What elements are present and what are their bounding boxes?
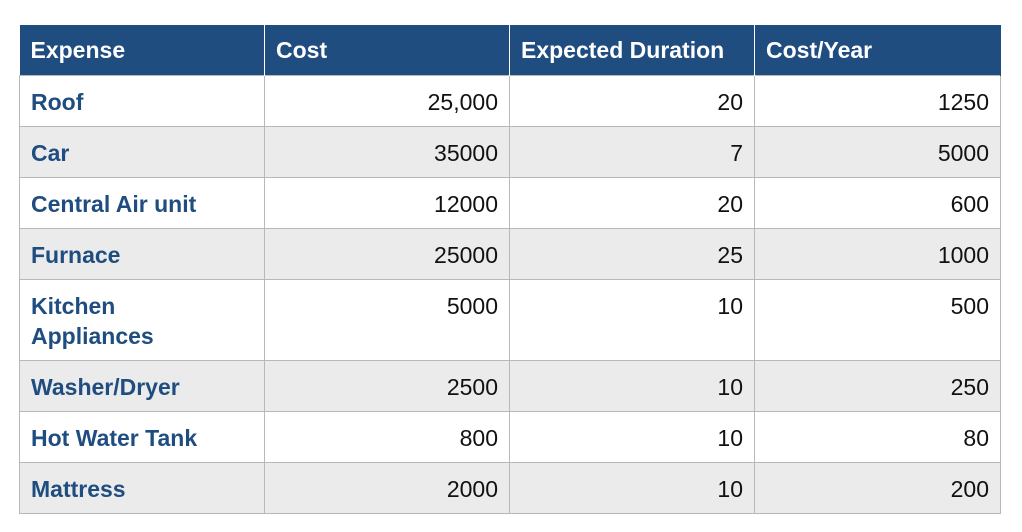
header-expected-duration: Expected Duration <box>509 25 755 76</box>
cost-cell: 35000 <box>264 126 510 178</box>
table-row: Kitchen Appliances 5000 10 500 <box>19 279 1001 361</box>
cost-cell: 2000 <box>264 462 510 514</box>
table-row: Furnace 25000 25 1000 <box>19 228 1001 280</box>
expense-cell: Car <box>19 126 265 178</box>
header-cost-per-year: Cost/Year <box>754 25 1001 76</box>
cost-per-year-cell: 600 <box>754 177 1001 229</box>
cost-per-year-cell: 80 <box>754 411 1001 463</box>
header-cost: Cost <box>264 25 510 76</box>
cost-per-year-cell: 1250 <box>754 75 1001 127</box>
cost-cell: 5000 <box>264 279 510 361</box>
table-row: Mattress 2000 10 200 <box>19 462 1001 514</box>
cost-cell: 800 <box>264 411 510 463</box>
expense-cell: Central Air unit <box>19 177 265 229</box>
expense-cell: Furnace <box>19 228 265 280</box>
expense-cell: Roof <box>19 75 265 127</box>
table-row: Hot Water Tank 800 10 80 <box>19 411 1001 463</box>
table-row: Car 35000 7 5000 <box>19 126 1001 178</box>
cost-cell: 2500 <box>264 360 510 412</box>
cost-cell: 25,000 <box>264 75 510 127</box>
cost-per-year-cell: 5000 <box>754 126 1001 178</box>
expense-cell: Washer/Dryer <box>19 360 265 412</box>
cost-per-year-cell: 500 <box>754 279 1001 361</box>
cost-per-year-cell: 200 <box>754 462 1001 514</box>
duration-cell: 20 <box>509 177 755 229</box>
expense-cell: Mattress <box>19 462 265 514</box>
cost-per-year-cell: 1000 <box>754 228 1001 280</box>
duration-cell: 10 <box>509 462 755 514</box>
table-row: Washer/Dryer 2500 10 250 <box>19 360 1001 412</box>
duration-cell: 7 <box>509 126 755 178</box>
cost-cell: 25000 <box>264 228 510 280</box>
table-row: Central Air unit 12000 20 600 <box>19 177 1001 229</box>
duration-cell: 10 <box>509 360 755 412</box>
cost-per-year-cell: 250 <box>754 360 1001 412</box>
expense-table: Expense Cost Expected Duration Cost/Year… <box>19 25 1001 514</box>
table-header-row: Expense Cost Expected Duration Cost/Year <box>19 25 1001 76</box>
duration-cell: 10 <box>509 279 755 361</box>
expense-cell: Kitchen Appliances <box>19 279 265 361</box>
expense-cell: Hot Water Tank <box>19 411 265 463</box>
cost-cell: 12000 <box>264 177 510 229</box>
duration-cell: 10 <box>509 411 755 463</box>
header-expense: Expense <box>19 25 265 76</box>
expense-table-container: Expense Cost Expected Duration Cost/Year… <box>19 25 1001 514</box>
duration-cell: 20 <box>509 75 755 127</box>
table-row: Roof 25,000 20 1250 <box>19 75 1001 127</box>
duration-cell: 25 <box>509 228 755 280</box>
